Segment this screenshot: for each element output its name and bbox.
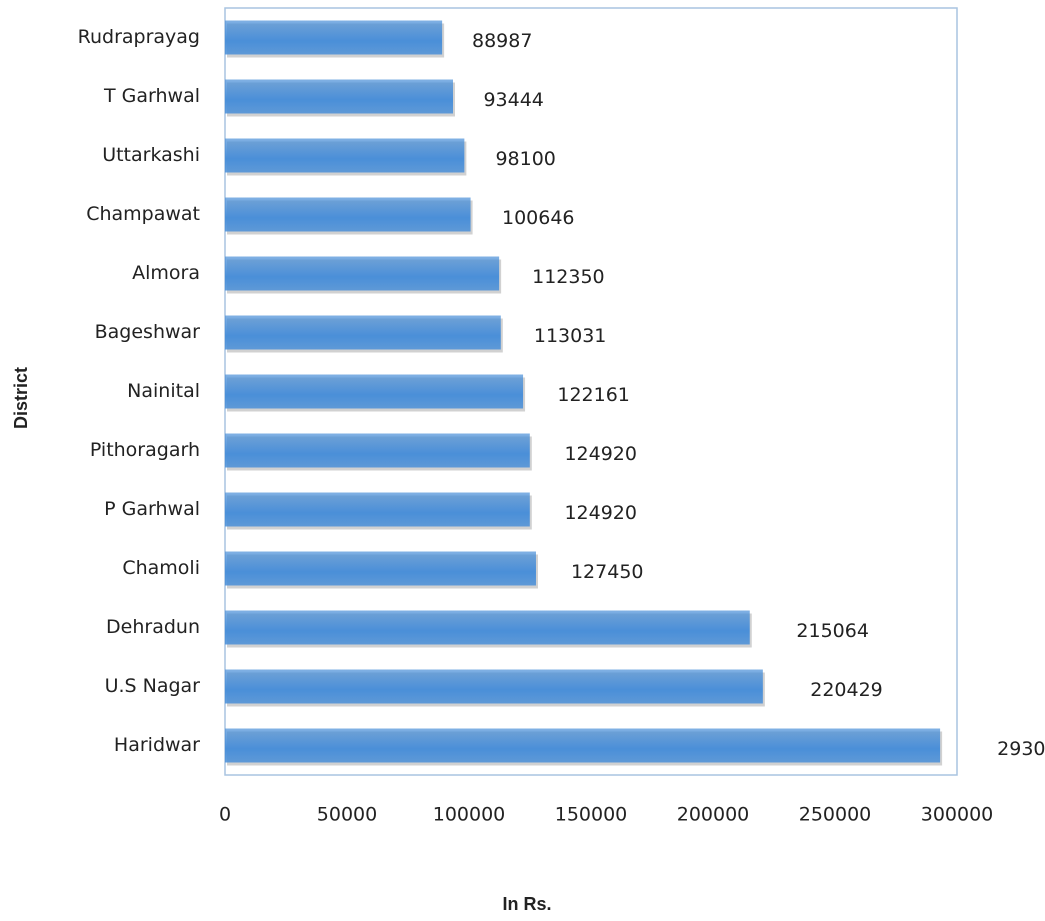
y-tick-label: Haridwar bbox=[114, 734, 200, 756]
data-label: 293078 bbox=[997, 738, 1045, 760]
bar bbox=[225, 315, 501, 350]
x-axis-title: In Rs. bbox=[502, 894, 551, 914]
y-tick-label: P Garhwal bbox=[104, 498, 200, 520]
data-label: 122161 bbox=[557, 384, 630, 406]
bar bbox=[225, 433, 530, 468]
bar bbox=[225, 551, 536, 586]
data-label: 88987 bbox=[472, 30, 532, 52]
bar bbox=[225, 610, 750, 645]
data-label: 93444 bbox=[483, 89, 543, 111]
bar bbox=[225, 669, 763, 704]
y-tick-label: Bageshwar bbox=[95, 321, 201, 343]
bar bbox=[225, 256, 500, 291]
data-label: 100646 bbox=[502, 207, 575, 229]
y-tick-label: Nainital bbox=[127, 380, 200, 402]
data-label: 98100 bbox=[495, 148, 555, 170]
bar bbox=[225, 374, 524, 409]
data-label: 124920 bbox=[564, 443, 637, 465]
x-tick-label: 50000 bbox=[317, 804, 377, 826]
y-tick-label: Rudraprayag bbox=[78, 26, 200, 48]
x-tick-label: 100000 bbox=[433, 804, 506, 826]
bar bbox=[225, 728, 941, 763]
y-axis-title: District bbox=[11, 367, 31, 429]
bar bbox=[225, 197, 471, 232]
x-tick-label: 200000 bbox=[677, 804, 750, 826]
y-tick-label: U.S Nagar bbox=[105, 675, 201, 697]
y-tick-label: Pithoragarh bbox=[90, 439, 200, 461]
x-tick-label: 250000 bbox=[799, 804, 872, 826]
bar bbox=[225, 79, 454, 114]
bar bbox=[225, 20, 443, 55]
data-label: 112350 bbox=[532, 266, 605, 288]
y-tick-label: Champawat bbox=[86, 203, 200, 225]
data-label: 113031 bbox=[534, 325, 607, 347]
y-tick-label: Almora bbox=[132, 262, 200, 284]
bar bbox=[225, 138, 465, 173]
x-tick-label: 0 bbox=[219, 804, 231, 826]
y-tick-label: Uttarkashi bbox=[102, 144, 200, 166]
bar bbox=[225, 492, 530, 527]
data-label: 127450 bbox=[571, 561, 644, 583]
y-tick-label: Chamoli bbox=[122, 557, 200, 579]
data-label: 220429 bbox=[810, 679, 883, 701]
data-label: 215064 bbox=[796, 620, 869, 642]
x-tick-label: 300000 bbox=[921, 804, 994, 826]
y-tick-label: Dehradun bbox=[106, 616, 200, 638]
y-tick-label: T Garhwal bbox=[103, 85, 200, 107]
data-label: 124920 bbox=[564, 502, 637, 524]
x-tick-label: 150000 bbox=[555, 804, 628, 826]
